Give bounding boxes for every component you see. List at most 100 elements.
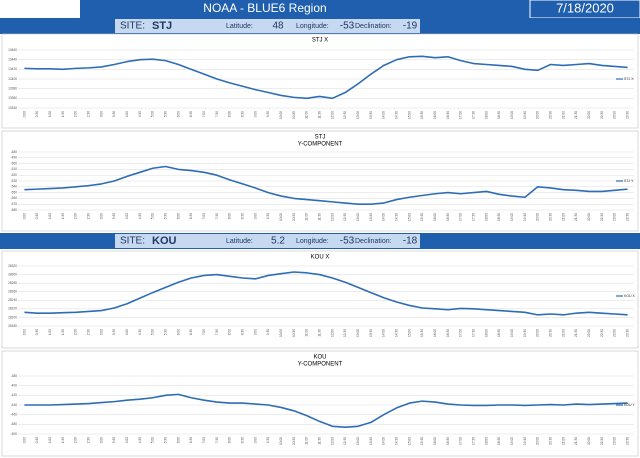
x-tick-label: 0:30 xyxy=(35,111,39,117)
x-tick-label: 4:00 xyxy=(125,111,129,117)
x-tick-label: 17:30 xyxy=(471,213,475,221)
x-tick-label: 20:30 xyxy=(548,213,552,221)
x-tick-label: 10:30 xyxy=(292,213,296,221)
x-tick-label: 22:00 xyxy=(587,111,591,119)
x-tick-label: 9:30 xyxy=(266,213,270,219)
longitude-value: -53 xyxy=(340,21,355,32)
x-tick-label: 22:00 xyxy=(587,213,591,221)
x-tick-label: 15:30 xyxy=(420,329,424,337)
x-tick-label: 3:30 xyxy=(112,437,116,443)
x-tick-label: 6:30 xyxy=(189,213,193,219)
y-tick-label: -560 xyxy=(11,196,18,200)
x-tick-label: 23:30 xyxy=(625,213,629,221)
x-tick-label: 23:00 xyxy=(613,213,617,221)
x-tick-label: 1:30 xyxy=(61,329,65,335)
x-tick-label: 2:00 xyxy=(74,329,78,335)
declination-value: -18 xyxy=(403,236,418,247)
x-tick-label: 7:00 xyxy=(202,213,206,219)
x-tick-label: 21:00 xyxy=(561,213,565,221)
y-tick-label: -510 xyxy=(11,167,18,171)
x-tick-label: 7:00 xyxy=(202,437,206,443)
x-tick-label: 0:00 xyxy=(22,111,26,117)
longitude-label: Longitude: xyxy=(296,238,329,245)
declination-label: Declination: xyxy=(355,23,392,30)
x-tick-label: 9:00 xyxy=(253,437,257,443)
x-tick-label: 6:30 xyxy=(189,437,193,443)
x-tick-label: 4:30 xyxy=(138,111,142,117)
x-tick-label: 18:00 xyxy=(484,437,488,445)
x-tick-label: 0:30 xyxy=(35,329,39,335)
x-tick-label: 9:30 xyxy=(266,329,270,335)
x-tick-label: 17:30 xyxy=(471,437,475,445)
x-tick-label: 22:30 xyxy=(600,329,604,337)
x-tick-label: 1:00 xyxy=(48,437,52,443)
chart-title: STJ xyxy=(315,135,326,141)
x-tick-label: 16:00 xyxy=(433,437,437,445)
x-tick-label: 19:00 xyxy=(510,437,514,445)
x-tick-label: 2:30 xyxy=(86,329,90,335)
x-tick-label: 3:00 xyxy=(99,213,103,219)
x-tick-label: 2:30 xyxy=(86,111,90,117)
x-tick-label: 16:30 xyxy=(446,111,450,119)
x-tick-label: 10:30 xyxy=(292,329,296,337)
chart-subtitle: Y-COMPONENT xyxy=(298,362,343,368)
x-tick-label: 1:00 xyxy=(48,329,52,335)
x-tick-label: 7:30 xyxy=(215,111,219,117)
site-label: SITE: xyxy=(120,236,145,247)
x-tick-label: 20:00 xyxy=(536,111,540,119)
x-tick-label: 1:00 xyxy=(48,111,52,117)
x-tick-label: 4:30 xyxy=(138,329,142,335)
x-tick-label: 11:30 xyxy=(317,213,321,221)
site-code: KOU xyxy=(152,235,177,247)
x-tick-label: 10:30 xyxy=(292,111,296,119)
x-tick-label: 19:30 xyxy=(523,111,527,119)
x-tick-label: 0:30 xyxy=(35,213,39,219)
y-tick-label: 13420 xyxy=(8,67,17,71)
x-tick-label: 21:30 xyxy=(574,111,578,119)
x-tick-label: 5:30 xyxy=(163,437,167,443)
x-tick-label: 20:30 xyxy=(548,111,552,119)
x-tick-label: 7:00 xyxy=(202,111,206,117)
x-tick-label: 23:00 xyxy=(613,111,617,119)
x-tick-label: 22:00 xyxy=(587,437,591,445)
x-tick-label: 19:30 xyxy=(523,329,527,337)
x-tick-label: 17:30 xyxy=(471,111,475,119)
x-tick-label: 22:30 xyxy=(600,437,604,445)
x-tick-label: 4:00 xyxy=(125,437,129,443)
x-tick-label: 13:30 xyxy=(369,437,373,445)
x-tick-label: 6:00 xyxy=(176,437,180,443)
x-tick-label: 4:30 xyxy=(138,213,142,219)
x-tick-label: 2:30 xyxy=(86,437,90,443)
y-tick-label: 28200 xyxy=(8,315,17,319)
y-tick-label: -420 xyxy=(11,393,18,397)
x-tick-label: 17:30 xyxy=(471,329,475,337)
y-tick-label: -380 xyxy=(11,374,18,378)
x-tick-label: 9:00 xyxy=(253,329,257,335)
x-tick-label: 6:00 xyxy=(176,329,180,335)
y-tick-label: 28280 xyxy=(8,281,17,285)
y-tick-label: 28220 xyxy=(8,307,17,311)
x-tick-label: 1:00 xyxy=(48,213,52,219)
latitude-value: 5.2 xyxy=(271,236,285,247)
y-tick-label: -530 xyxy=(11,179,18,183)
y-tick-label: -550 xyxy=(11,190,18,194)
legend-label: STJ X xyxy=(624,77,634,81)
y-tick-label: 28260 xyxy=(8,290,17,294)
x-tick-label: 21:00 xyxy=(561,111,565,119)
x-tick-label: 9:30 xyxy=(266,437,270,443)
x-tick-label: 11:30 xyxy=(317,437,321,445)
y-tick-label: 28180 xyxy=(8,324,17,328)
x-tick-label: 22:00 xyxy=(587,329,591,337)
x-tick-label: 16:00 xyxy=(433,111,437,119)
y-tick-label: 13340 xyxy=(8,106,17,110)
x-tick-label: 0:00 xyxy=(22,329,26,335)
chart-subtitle: Y-COMPONENT xyxy=(298,142,343,148)
x-tick-label: 13:00 xyxy=(356,329,360,337)
x-tick-label: 5:00 xyxy=(151,437,155,443)
x-tick-label: 2:00 xyxy=(74,437,78,443)
chart-title: KOU X xyxy=(311,255,330,261)
x-tick-label: 16:00 xyxy=(433,213,437,221)
x-tick-label: 20:00 xyxy=(536,437,540,445)
x-tick-label: 15:00 xyxy=(407,111,411,119)
